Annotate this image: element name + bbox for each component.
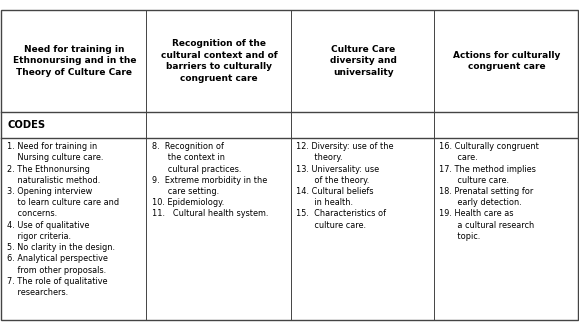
Text: CODES: CODES <box>8 120 46 130</box>
Text: Recognition of the
cultural context and of
barriers to culturally
congruent care: Recognition of the cultural context and … <box>161 39 277 83</box>
Text: Actions for culturally
congruent care: Actions for culturally congruent care <box>453 51 560 72</box>
Text: 1. Need for training in
    Nursing culture care.
2. The Ethnonursing
    natura: 1. Need for training in Nursing culture … <box>7 142 119 297</box>
Text: Need for training in
Ethnonursing and in the
Theory of Culture Care: Need for training in Ethnonursing and in… <box>13 45 136 77</box>
Text: 16. Culturally congruent
       care.
17. The method implies
       culture care: 16. Culturally congruent care. 17. The m… <box>439 142 539 241</box>
Text: 8.  Recognition of
      the context in
      cultural practices.
9.  Extreme mo: 8. Recognition of the context in cultura… <box>152 142 268 218</box>
Text: Culture Care
diversity and
universality: Culture Care diversity and universality <box>330 45 397 77</box>
Text: 12. Diversity: use of the
       theory.
13. Universality: use
       of the the: 12. Diversity: use of the theory. 13. Un… <box>296 142 394 230</box>
